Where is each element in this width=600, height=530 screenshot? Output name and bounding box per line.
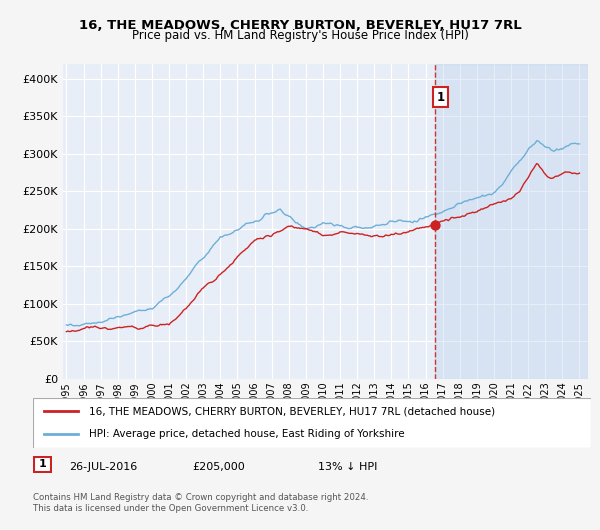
Text: 13% ↓ HPI: 13% ↓ HPI: [318, 463, 377, 472]
Text: 1: 1: [39, 460, 46, 469]
Text: 16, THE MEADOWS, CHERRY BURTON, BEVERLEY, HU17 7RL (detached house): 16, THE MEADOWS, CHERRY BURTON, BEVERLEY…: [89, 406, 495, 416]
FancyBboxPatch shape: [33, 398, 591, 448]
Text: 16, THE MEADOWS, CHERRY BURTON, BEVERLEY, HU17 7RL: 16, THE MEADOWS, CHERRY BURTON, BEVERLEY…: [79, 19, 521, 32]
Text: Price paid vs. HM Land Registry's House Price Index (HPI): Price paid vs. HM Land Registry's House …: [131, 29, 469, 42]
FancyBboxPatch shape: [34, 457, 51, 472]
Text: 26-JUL-2016: 26-JUL-2016: [69, 463, 137, 472]
Text: 1: 1: [436, 91, 445, 104]
Text: HPI: Average price, detached house, East Riding of Yorkshire: HPI: Average price, detached house, East…: [89, 429, 404, 439]
Bar: [435, 64, 588, 379]
Text: This data is licensed under the Open Government Licence v3.0.: This data is licensed under the Open Gov…: [33, 505, 308, 513]
Text: Contains HM Land Registry data © Crown copyright and database right 2024.: Contains HM Land Registry data © Crown c…: [33, 493, 368, 501]
Point: [430, 221, 440, 229]
Text: £205,000: £205,000: [192, 463, 245, 472]
